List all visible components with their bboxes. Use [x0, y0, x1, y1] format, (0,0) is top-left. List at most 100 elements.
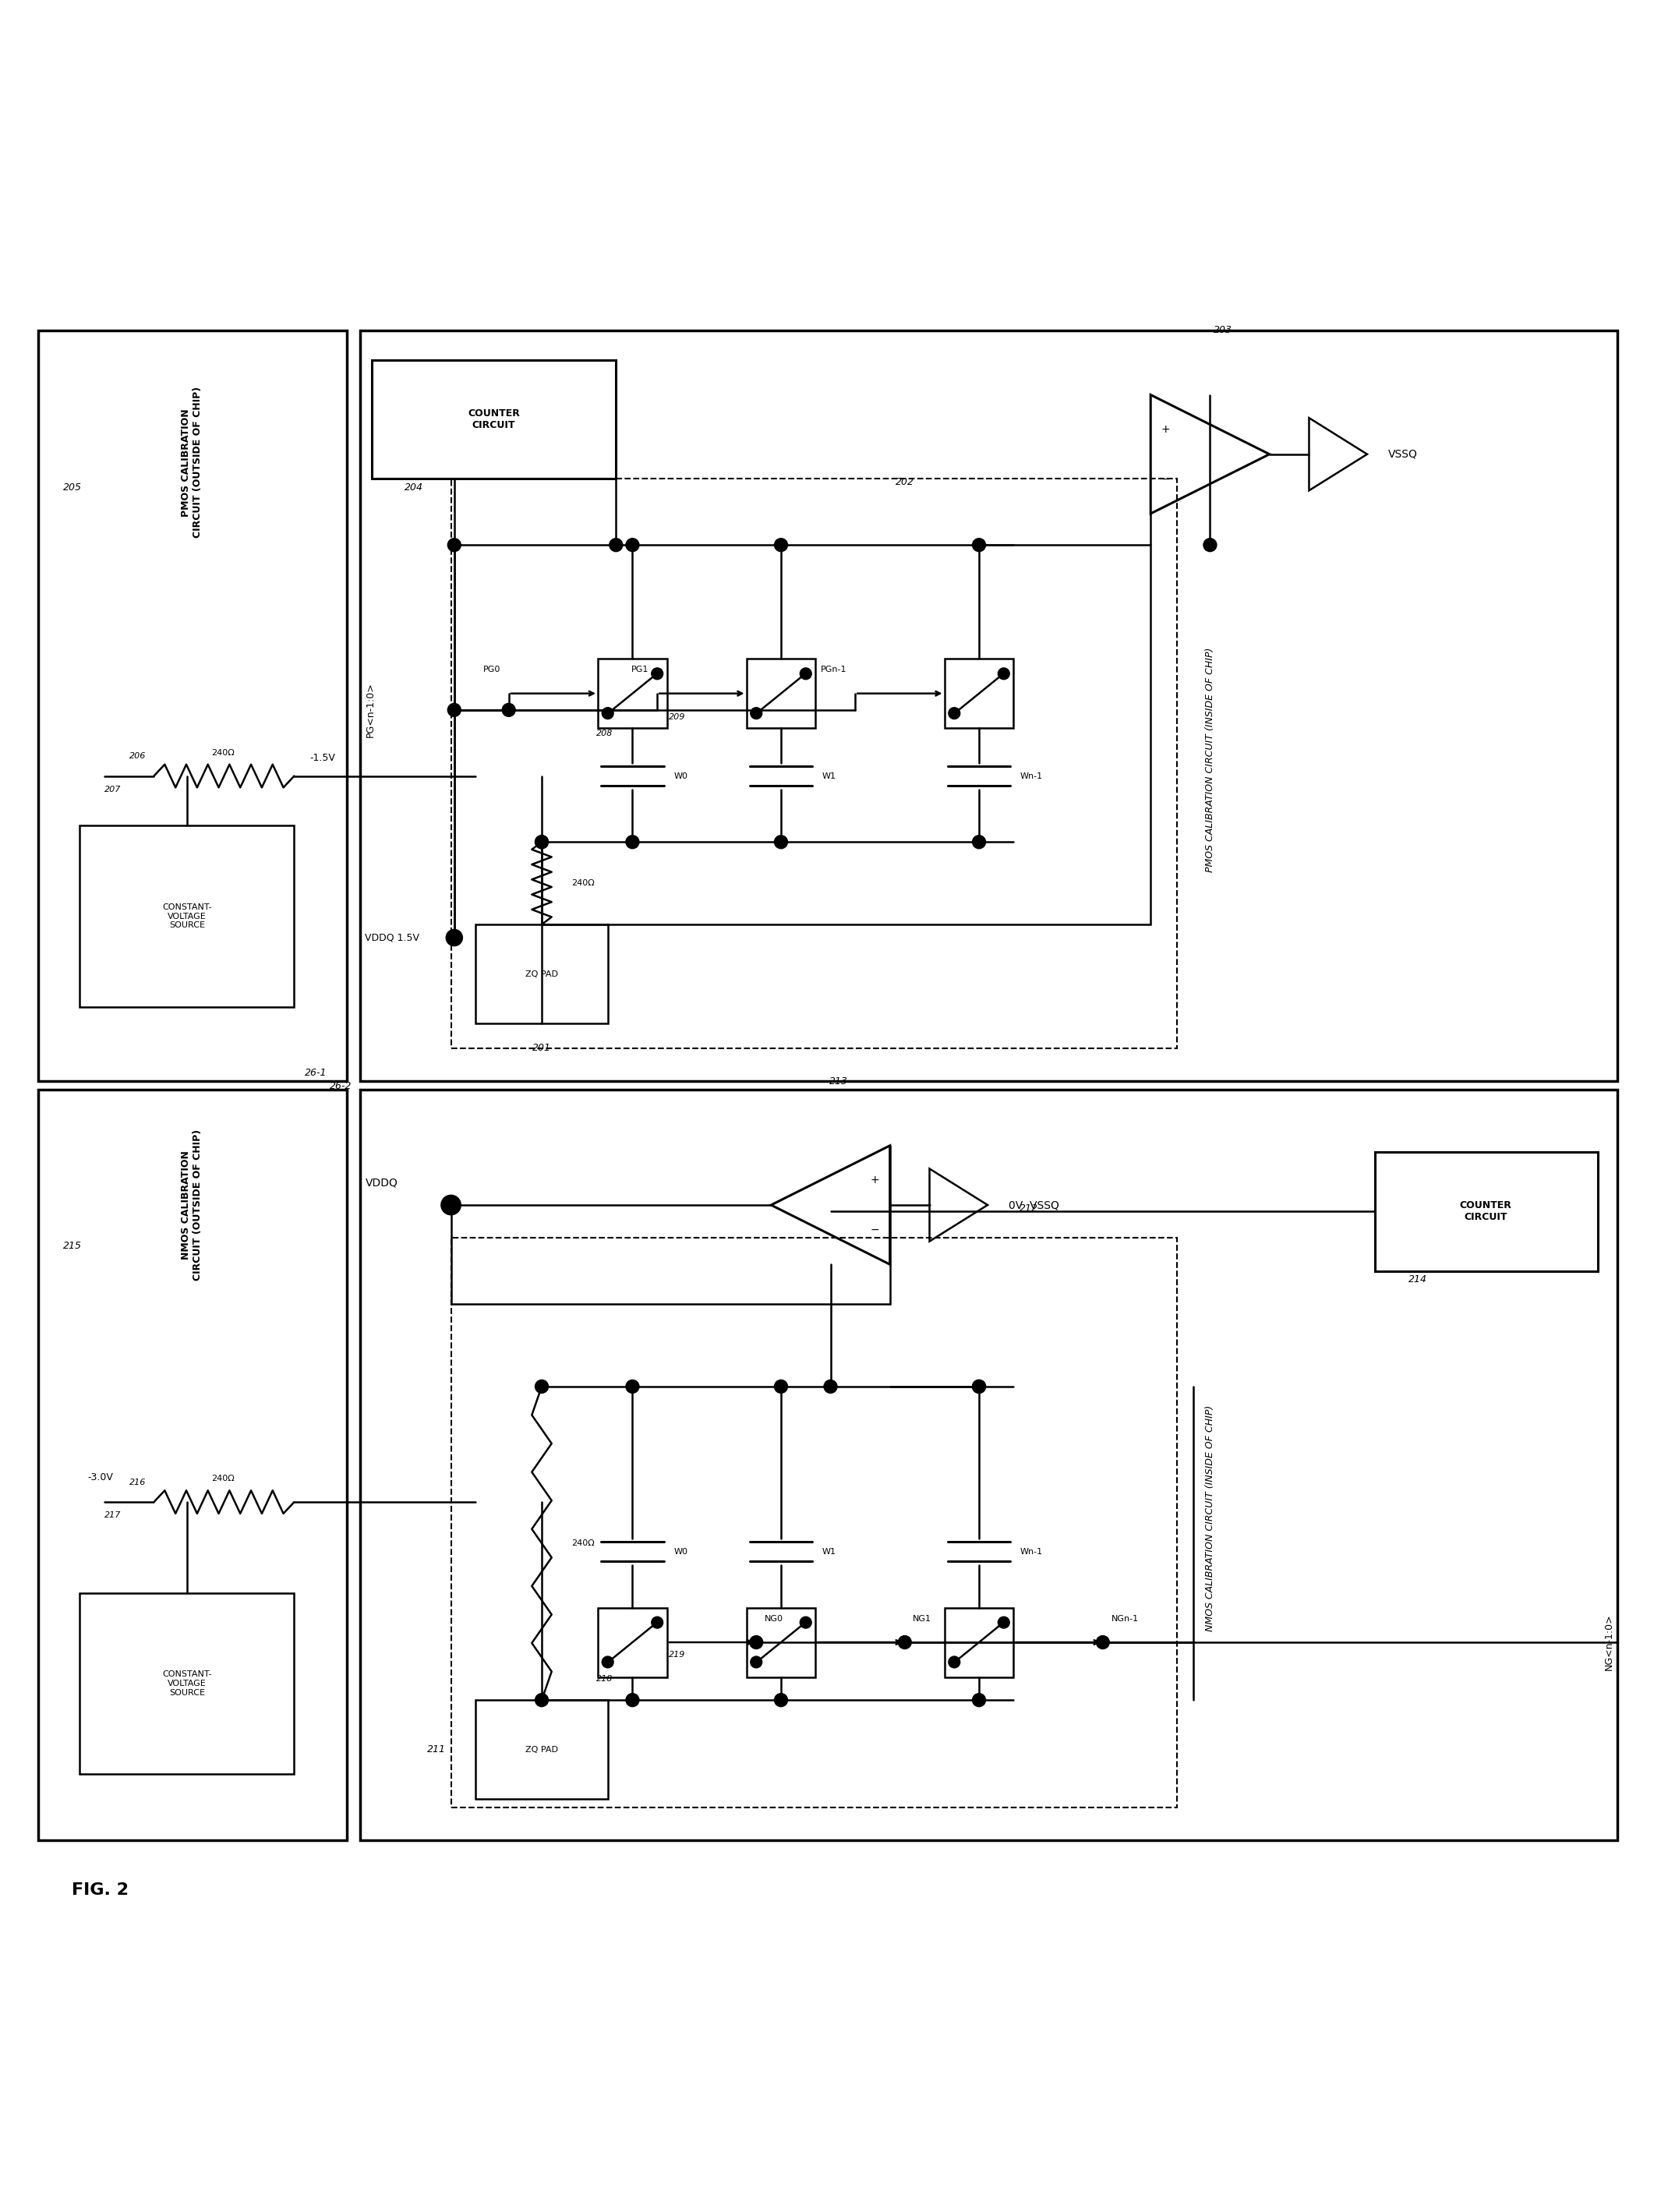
Text: 203: 203: [1214, 325, 1232, 336]
Text: W1: W1: [822, 1548, 835, 1555]
Text: PMOS CALIBRATION CIRCUIT (INSIDE OF CHIP): PMOS CALIBRATION CIRCUIT (INSIDE OF CHIP…: [1204, 648, 1216, 872]
Circle shape: [535, 1380, 548, 1394]
Bar: [945, 1608, 1013, 1677]
Text: PG<n-1:0>: PG<n-1:0>: [365, 681, 375, 737]
Circle shape: [972, 1380, 985, 1394]
Circle shape: [948, 708, 960, 719]
Text: W1: W1: [822, 772, 835, 781]
Text: PG0: PG0: [483, 666, 500, 675]
Text: COUNTER
CIRCUIT: COUNTER CIRCUIT: [468, 409, 520, 431]
Text: 212: 212: [1020, 1203, 1038, 1214]
Text: 211: 211: [427, 1745, 447, 1754]
Circle shape: [972, 1380, 985, 1394]
Circle shape: [751, 1657, 762, 1668]
Text: 216: 216: [130, 1478, 146, 1486]
Text: +: +: [1161, 425, 1169, 436]
Bar: [80, 825, 294, 1006]
Circle shape: [626, 1380, 639, 1394]
Circle shape: [448, 538, 460, 551]
Text: NG1: NG1: [914, 1615, 932, 1621]
Circle shape: [751, 708, 762, 719]
Circle shape: [601, 708, 613, 719]
Text: 240Ω: 240Ω: [211, 750, 234, 757]
Circle shape: [774, 1694, 787, 1708]
Text: NG0: NG0: [764, 1615, 784, 1621]
Circle shape: [774, 538, 787, 551]
Text: ZQ PAD: ZQ PAD: [525, 971, 558, 978]
Text: 240Ω: 240Ω: [571, 880, 595, 887]
Text: +: +: [870, 1175, 880, 1186]
Bar: [80, 1593, 294, 1774]
Circle shape: [447, 929, 462, 947]
Circle shape: [774, 836, 787, 849]
Text: 208: 208: [596, 730, 613, 737]
Circle shape: [626, 1694, 639, 1708]
Circle shape: [1096, 1635, 1110, 1648]
Text: ZQ PAD: ZQ PAD: [525, 1745, 558, 1754]
Circle shape: [972, 538, 985, 551]
Circle shape: [601, 1657, 613, 1668]
Text: PG1: PG1: [631, 666, 649, 675]
Text: -3.0V: -3.0V: [88, 1473, 113, 1482]
Text: Wn-1: Wn-1: [1020, 772, 1043, 781]
Circle shape: [899, 1635, 912, 1648]
Bar: [598, 659, 668, 728]
Circle shape: [448, 931, 460, 945]
Text: 240Ω: 240Ω: [211, 1475, 234, 1482]
Circle shape: [535, 836, 548, 849]
Text: - - -: - - -: [870, 1637, 889, 1648]
Circle shape: [442, 1194, 460, 1214]
Bar: [1375, 1152, 1598, 1272]
Text: W0: W0: [674, 772, 688, 781]
Circle shape: [651, 1617, 663, 1628]
Text: 0V  VSSQ: 0V VSSQ: [1008, 1199, 1060, 1210]
Circle shape: [651, 668, 663, 679]
Circle shape: [626, 538, 639, 551]
Text: 240Ω: 240Ω: [571, 1540, 595, 1546]
Bar: [450, 1239, 1178, 1807]
Text: NMOS CALIBRATION
CIRCUIT (OUTSIDE OF CHIP): NMOS CALIBRATION CIRCUIT (OUTSIDE OF CHI…: [181, 1130, 203, 1281]
Bar: [475, 925, 608, 1024]
Circle shape: [998, 1617, 1010, 1628]
Text: CONSTANT-
VOLTAGE
SOURCE: CONSTANT- VOLTAGE SOURCE: [163, 902, 211, 929]
Bar: [746, 659, 816, 728]
Circle shape: [801, 668, 812, 679]
Text: 26-1: 26-1: [306, 1068, 327, 1077]
Bar: [38, 1091, 347, 1840]
Circle shape: [1204, 538, 1216, 551]
Circle shape: [801, 1617, 812, 1628]
Text: −: −: [1161, 473, 1169, 484]
Text: VSSQ: VSSQ: [1389, 449, 1418, 460]
Text: 219: 219: [669, 1650, 686, 1659]
Bar: [360, 1091, 1618, 1840]
Text: VDDQ: VDDQ: [365, 1177, 397, 1188]
Text: NMOS CALIBRATION CIRCUIT (INSIDE OF CHIP): NMOS CALIBRATION CIRCUIT (INSIDE OF CHIP…: [1204, 1405, 1216, 1632]
Text: 202: 202: [895, 478, 914, 487]
Text: 218: 218: [596, 1674, 613, 1683]
Text: 201: 201: [533, 1044, 551, 1053]
Circle shape: [626, 836, 639, 849]
Text: PMOS CALIBRATION
CIRCUIT (OUTSIDE OF CHIP): PMOS CALIBRATION CIRCUIT (OUTSIDE OF CHI…: [181, 387, 203, 538]
Circle shape: [610, 538, 623, 551]
Text: COUNTER
CIRCUIT: COUNTER CIRCUIT: [1460, 1201, 1512, 1223]
Text: NGn-1: NGn-1: [1111, 1615, 1138, 1621]
Bar: [450, 480, 1178, 1048]
Text: 209: 209: [669, 712, 686, 721]
Text: NG<n-1:0>: NG<n-1:0>: [1605, 1615, 1614, 1670]
Circle shape: [972, 1694, 985, 1708]
Bar: [38, 330, 347, 1082]
Bar: [360, 330, 1618, 1082]
Circle shape: [502, 703, 515, 717]
Bar: [945, 659, 1013, 728]
Bar: [598, 1608, 668, 1677]
Circle shape: [535, 1694, 548, 1708]
Circle shape: [774, 1380, 787, 1394]
Text: PGn-1: PGn-1: [821, 666, 847, 675]
Circle shape: [972, 836, 985, 849]
Text: 217: 217: [105, 1511, 121, 1520]
Bar: [372, 361, 616, 480]
Text: 215: 215: [63, 1241, 81, 1252]
Circle shape: [948, 1657, 960, 1668]
Text: W0: W0: [674, 1548, 688, 1555]
Text: 214: 214: [1409, 1274, 1427, 1285]
